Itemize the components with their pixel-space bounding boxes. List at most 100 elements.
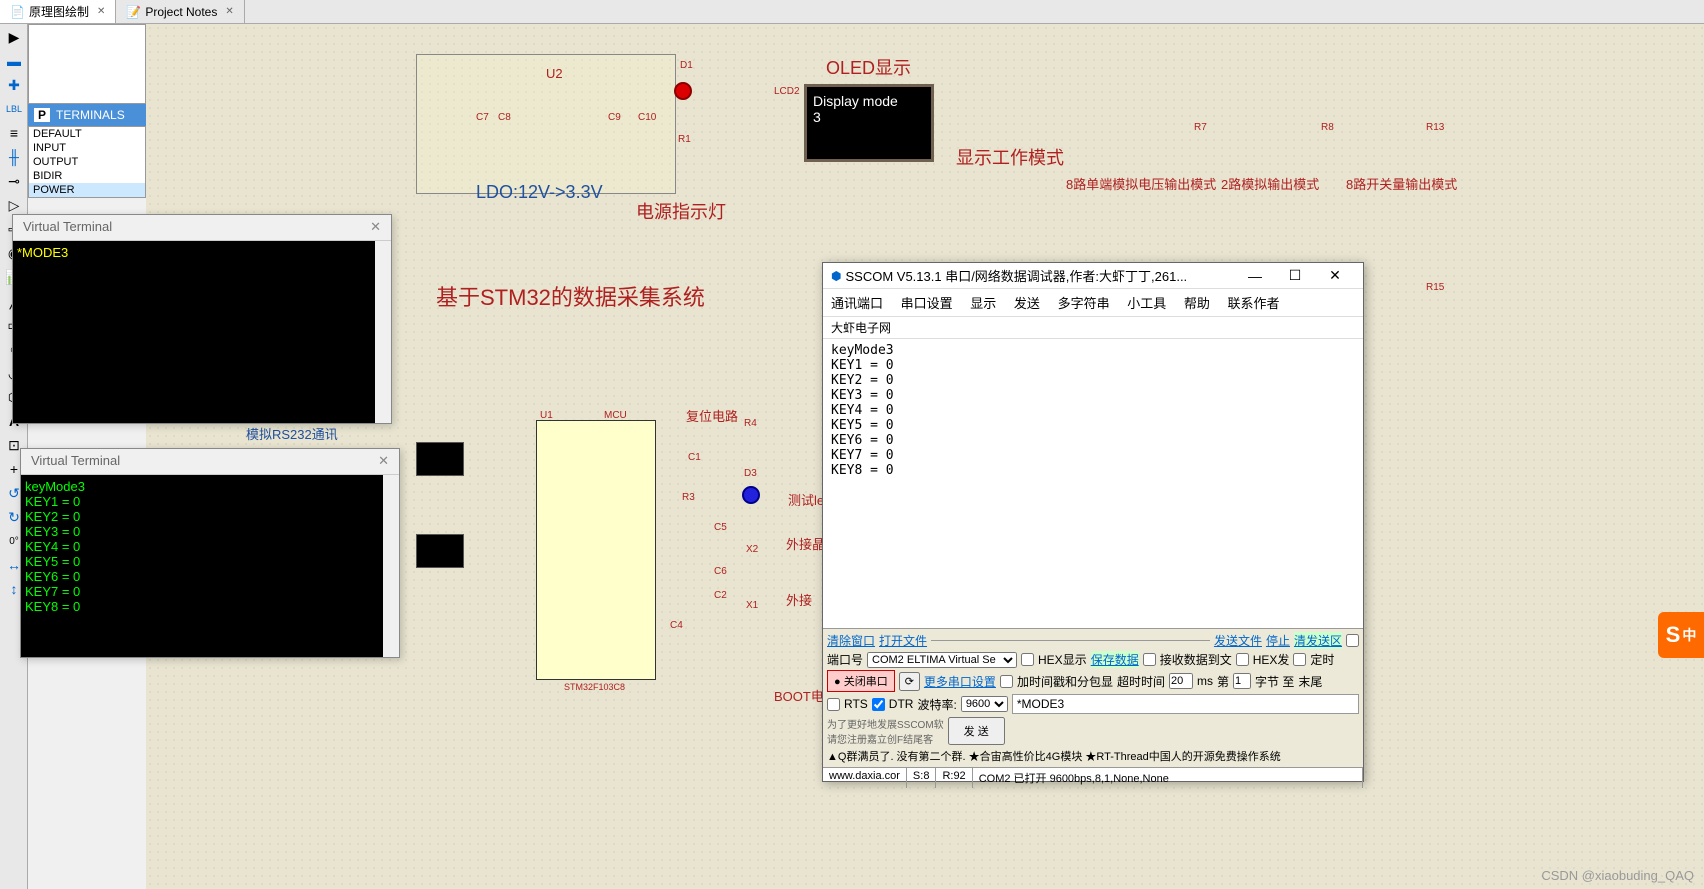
component-preview (28, 24, 146, 104)
gate-icon[interactable]: ▷ (2, 194, 26, 216)
close-icon[interactable]: ✕ (97, 6, 105, 17)
ime-badge[interactable]: S中 (1658, 612, 1704, 658)
menu-item[interactable]: 显示 (970, 296, 996, 311)
send-file-button[interactable]: 发送文件 (1214, 632, 1262, 649)
list-item[interactable]: INPUT (29, 141, 145, 155)
recv-file-label: 接收数据到文 (1160, 651, 1232, 668)
oled-display: Display mode 3 (804, 84, 934, 162)
list-item[interactable]: OUTPUT (29, 155, 145, 169)
virtual-terminal-2: Virtual Terminal✕ keyMode3 KEY1 = 0 KEY2… (20, 448, 400, 658)
vterm-icon (416, 534, 464, 568)
bytes-label: 末尾 (1298, 673, 1322, 690)
close-icon[interactable]: ✕ (378, 453, 389, 470)
port-select[interactable]: COM2 ELTIMA Virtual Se (867, 652, 1017, 668)
component-list[interactable]: DEFAULT INPUT OUTPUT BIDIR POWER (28, 126, 146, 198)
plus-icon[interactable]: ✚ (2, 74, 26, 96)
bus-icon[interactable]: ╫ (2, 146, 26, 168)
baud-select[interactable]: 9600 (961, 696, 1008, 712)
refresh-button[interactable]: ⟳ (899, 672, 920, 691)
send-input[interactable]: *MODE3 (1012, 694, 1359, 714)
timestamp-checkbox[interactable] (1000, 675, 1013, 688)
list-item[interactable]: DEFAULT (29, 127, 145, 141)
sscom-output[interactable]: keyMode3 KEY1 = 0 KEY2 = 0 KEY3 = 0 KEY4… (823, 339, 1363, 629)
menu-item[interactable]: 小工具 (1127, 296, 1166, 311)
recv-file-checkbox[interactable] (1143, 653, 1156, 666)
mode1-label: 8路单端模拟电压输出模式 (1066, 174, 1216, 193)
d1-label: D1 (680, 60, 693, 71)
tip-text: 请您注册嘉立创F结尾客 (827, 731, 944, 746)
menu-item[interactable]: 通讯端口 (831, 296, 883, 311)
mcu-chip (536, 420, 656, 680)
stop-button[interactable]: 停止 (1266, 632, 1290, 649)
hex-send-label: HEX发 (1253, 651, 1290, 668)
terminal-title[interactable]: Virtual Terminal✕ (13, 215, 391, 241)
scrollbar[interactable] (383, 475, 399, 657)
menu-item[interactable]: 联系作者 (1227, 296, 1279, 311)
ms-label: ms (1197, 674, 1213, 688)
tab-bar: 📄原理图绘制✕ 📝Project Notes✕ (0, 0, 1704, 24)
tab-notes[interactable]: 📝Project Notes✕ (116, 0, 244, 23)
status-sent: S:8 (907, 768, 937, 788)
menu-item[interactable]: 串口设置 (901, 296, 953, 311)
timed-checkbox[interactable] (1293, 653, 1306, 666)
oled-line1: Display mode (813, 93, 925, 109)
open-file-button[interactable]: 打开文件 (879, 632, 927, 649)
port-label: 端口号 (827, 651, 863, 668)
clear-window-button[interactable]: 清除窗口 (827, 632, 875, 649)
timeout-input[interactable] (1169, 673, 1193, 689)
menu-item[interactable]: 发送 (1014, 296, 1040, 311)
save-data-button[interactable]: 保存数据 (1091, 651, 1139, 668)
terminal-line: keyMode3 (25, 479, 395, 494)
main-title: 基于STM32的数据采集系统 (436, 280, 705, 312)
terminal-line: KEY5 = 0 (25, 554, 395, 569)
byte-from-input[interactable] (1233, 673, 1251, 689)
maximize-button[interactable]: ☐ (1275, 267, 1315, 284)
close-icon[interactable]: ✕ (370, 219, 381, 236)
hex-send-checkbox[interactable] (1236, 653, 1249, 666)
terminal-title[interactable]: Virtual Terminal✕ (21, 449, 399, 475)
dtr-checkbox[interactable] (872, 698, 885, 711)
lcd2-label: LCD2 (774, 86, 800, 97)
terminal-line: KEY8 = 0 (25, 599, 395, 614)
timed-label: 定时 (1310, 651, 1334, 668)
clear-send-button[interactable]: 清发送区 (1294, 632, 1342, 649)
label-icon[interactable]: LBL (2, 98, 26, 120)
r13-label: R13 (1426, 122, 1444, 133)
list-item[interactable]: BIDIR (29, 169, 145, 183)
rts-label: RTS (844, 697, 868, 711)
app-icon: ⬢ (831, 269, 841, 283)
rts-checkbox[interactable] (827, 698, 840, 711)
oled-line2: 3 (813, 109, 925, 125)
c7-label: C7 (476, 112, 489, 123)
list-item[interactable]: POWER (29, 183, 145, 197)
minimize-button[interactable]: — (1235, 268, 1275, 284)
vterm-icon (416, 442, 464, 476)
more-serial-link[interactable]: 更多串口设置 (924, 673, 996, 690)
list-icon[interactable]: ≡ (2, 122, 26, 144)
testled-label: 测试le (788, 490, 824, 509)
pointer-icon[interactable]: ▶ (2, 26, 26, 48)
menu-item[interactable]: 多字符串 (1058, 296, 1110, 311)
r3-label: R3 (682, 492, 695, 503)
pin-icon[interactable]: ⊸ (2, 170, 26, 192)
mode3-label: 8路开关量输出模式 (1346, 174, 1457, 193)
scrollbar[interactable] (375, 241, 391, 423)
c5-label: C5 (714, 522, 727, 533)
send-button[interactable]: 发 送 (948, 717, 1005, 745)
component-panel: PTERMINALS DEFAULT INPUT OUTPUT BIDIR PO… (28, 24, 146, 198)
tab-schematic[interactable]: 📄原理图绘制✕ (0, 0, 116, 23)
component-icon[interactable]: ▬ (2, 50, 26, 72)
status-conn: COM2 已打开 9600bps,8,1,None,None (973, 768, 1363, 788)
close-button[interactable]: ✕ (1315, 267, 1355, 284)
close-port-button[interactable]: ● 关闭串口 (827, 670, 895, 692)
sscom-titlebar[interactable]: ⬢ SSCOM V5.13.1 串口/网络数据调试器,作者:大虾丁丁,261..… (823, 263, 1363, 289)
checkbox[interactable] (1346, 634, 1359, 647)
r4-label: R4 (744, 418, 757, 429)
menu-item[interactable]: 帮助 (1184, 296, 1210, 311)
close-icon[interactable]: ✕ (225, 6, 233, 17)
terminal-line: KEY6 = 0 (25, 569, 395, 584)
rs232-label: 模拟RS232通讯 (246, 424, 338, 443)
r15-label: R15 (1426, 282, 1444, 293)
x2-label: X2 (746, 544, 758, 555)
hex-disp-checkbox[interactable] (1021, 653, 1034, 666)
